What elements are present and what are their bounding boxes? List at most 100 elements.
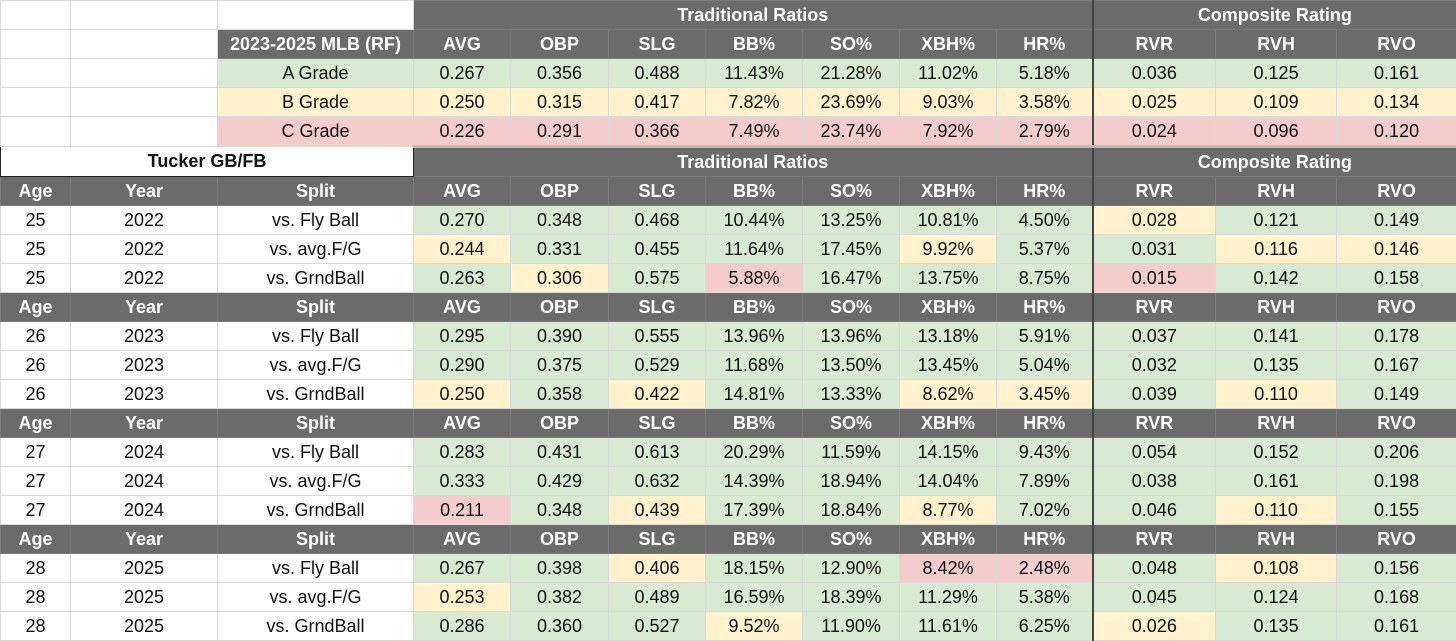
- column-header[interactable]: SO%: [803, 525, 900, 554]
- grade-value[interactable]: 0.417: [609, 88, 706, 117]
- stat-value[interactable]: 11.90%: [803, 612, 900, 641]
- stat-value[interactable]: 0.270: [414, 206, 511, 235]
- stat-value[interactable]: 0.135: [1216, 351, 1337, 380]
- empty-cell[interactable]: [1, 88, 71, 117]
- column-header[interactable]: RVR: [1093, 293, 1216, 322]
- grade-value[interactable]: 0.036: [1093, 59, 1216, 88]
- column-header[interactable]: BB%: [706, 30, 803, 59]
- stat-value[interactable]: 0.244: [414, 235, 511, 264]
- grade-value[interactable]: 9.03%: [900, 88, 997, 117]
- column-header[interactable]: BB%: [706, 177, 803, 206]
- column-header[interactable]: HR%: [997, 30, 1093, 59]
- age-cell[interactable]: 25: [1, 206, 71, 235]
- stat-value[interactable]: 0.468: [609, 206, 706, 235]
- split-cell[interactable]: vs. avg.F/G: [218, 467, 414, 496]
- stat-value[interactable]: 16.59%: [706, 583, 803, 612]
- column-header[interactable]: AVG: [414, 525, 511, 554]
- column-header[interactable]: RVH: [1216, 293, 1337, 322]
- stat-value[interactable]: 0.295: [414, 322, 511, 351]
- stat-value[interactable]: 14.15%: [900, 438, 997, 467]
- stat-value[interactable]: 0.161: [1337, 612, 1456, 641]
- column-header[interactable]: XBH%: [900, 293, 997, 322]
- column-header[interactable]: BB%: [706, 525, 803, 554]
- stat-value[interactable]: 0.331: [511, 235, 609, 264]
- stat-value[interactable]: 0.306: [511, 264, 609, 293]
- stat-value[interactable]: 0.360: [511, 612, 609, 641]
- column-header[interactable]: SLG: [609, 30, 706, 59]
- stat-value[interactable]: 0.358: [511, 380, 609, 409]
- stat-value[interactable]: 0.348: [511, 496, 609, 525]
- empty-cell[interactable]: [71, 117, 218, 147]
- stat-value[interactable]: 8.75%: [997, 264, 1093, 293]
- column-header[interactable]: Split: [218, 409, 414, 438]
- stat-value[interactable]: 0.032: [1093, 351, 1216, 380]
- column-header[interactable]: Year: [71, 409, 218, 438]
- grade-value[interactable]: 0.366: [609, 117, 706, 147]
- stat-value[interactable]: 0.286: [414, 612, 511, 641]
- empty-cell[interactable]: [1, 117, 71, 147]
- grade-name[interactable]: C Grade: [218, 117, 414, 147]
- year-cell[interactable]: 2025: [71, 612, 218, 641]
- stat-value[interactable]: 0.455: [609, 235, 706, 264]
- group-header-composite[interactable]: Composite Rating: [1093, 147, 1456, 177]
- column-header[interactable]: RVO: [1337, 525, 1456, 554]
- stat-value[interactable]: 0.613: [609, 438, 706, 467]
- column-header[interactable]: Year: [71, 525, 218, 554]
- stat-value[interactable]: 0.039: [1093, 380, 1216, 409]
- split-cell[interactable]: vs. Fly Ball: [218, 438, 414, 467]
- stat-value[interactable]: 0.110: [1216, 380, 1337, 409]
- stat-value[interactable]: 20.29%: [706, 438, 803, 467]
- stat-value[interactable]: 13.25%: [803, 206, 900, 235]
- stat-value[interactable]: 5.04%: [997, 351, 1093, 380]
- grade-value[interactable]: 0.267: [414, 59, 511, 88]
- stat-value[interactable]: 0.382: [511, 583, 609, 612]
- stat-value[interactable]: 0.198: [1337, 467, 1456, 496]
- column-header[interactable]: AVG: [414, 30, 511, 59]
- grade-value[interactable]: 11.43%: [706, 59, 803, 88]
- year-cell[interactable]: 2024: [71, 467, 218, 496]
- stat-value[interactable]: 0.529: [609, 351, 706, 380]
- stat-value[interactable]: 7.02%: [997, 496, 1093, 525]
- stat-value[interactable]: 13.45%: [900, 351, 997, 380]
- stat-value[interactable]: 0.439: [609, 496, 706, 525]
- column-header[interactable]: BB%: [706, 409, 803, 438]
- year-cell[interactable]: 2022: [71, 206, 218, 235]
- column-header[interactable]: BB%: [706, 293, 803, 322]
- split-cell[interactable]: vs. Fly Ball: [218, 322, 414, 351]
- split-cell[interactable]: vs. avg.F/G: [218, 583, 414, 612]
- stat-value[interactable]: 0.489: [609, 583, 706, 612]
- stat-value[interactable]: 11.64%: [706, 235, 803, 264]
- stat-value[interactable]: 13.96%: [803, 322, 900, 351]
- stat-value[interactable]: 0.206: [1337, 438, 1456, 467]
- grade-value[interactable]: 7.92%: [900, 117, 997, 147]
- stat-value[interactable]: 9.92%: [900, 235, 997, 264]
- column-header[interactable]: RVO: [1337, 293, 1456, 322]
- column-header[interactable]: SLG: [609, 525, 706, 554]
- split-cell[interactable]: vs. GrndBall: [218, 380, 414, 409]
- stat-value[interactable]: 13.50%: [803, 351, 900, 380]
- grade-value[interactable]: 0.315: [511, 88, 609, 117]
- column-header[interactable]: SO%: [803, 30, 900, 59]
- stat-value[interactable]: 0.031: [1093, 235, 1216, 264]
- empty-cell[interactable]: [71, 30, 218, 59]
- grade-value[interactable]: 23.74%: [803, 117, 900, 147]
- column-header[interactable]: XBH%: [900, 177, 997, 206]
- stat-value[interactable]: 11.68%: [706, 351, 803, 380]
- column-header[interactable]: RVH: [1216, 30, 1337, 59]
- stat-value[interactable]: 0.054: [1093, 438, 1216, 467]
- grade-value[interactable]: 0.096: [1216, 117, 1337, 147]
- grade-name[interactable]: A Grade: [218, 59, 414, 88]
- column-header[interactable]: Year: [71, 177, 218, 206]
- column-header[interactable]: Split: [218, 525, 414, 554]
- stat-value[interactable]: 3.45%: [997, 380, 1093, 409]
- stat-value[interactable]: 0.045: [1093, 583, 1216, 612]
- column-header[interactable]: RVH: [1216, 177, 1337, 206]
- grade-value[interactable]: 3.58%: [997, 88, 1093, 117]
- stat-value[interactable]: 5.88%: [706, 264, 803, 293]
- age-cell[interactable]: 26: [1, 380, 71, 409]
- split-cell[interactable]: vs. GrndBall: [218, 264, 414, 293]
- player-table-title[interactable]: Tucker GB/FB: [1, 147, 414, 177]
- stat-value[interactable]: 0.046: [1093, 496, 1216, 525]
- stat-value[interactable]: 0.161: [1216, 467, 1337, 496]
- age-cell[interactable]: 27: [1, 467, 71, 496]
